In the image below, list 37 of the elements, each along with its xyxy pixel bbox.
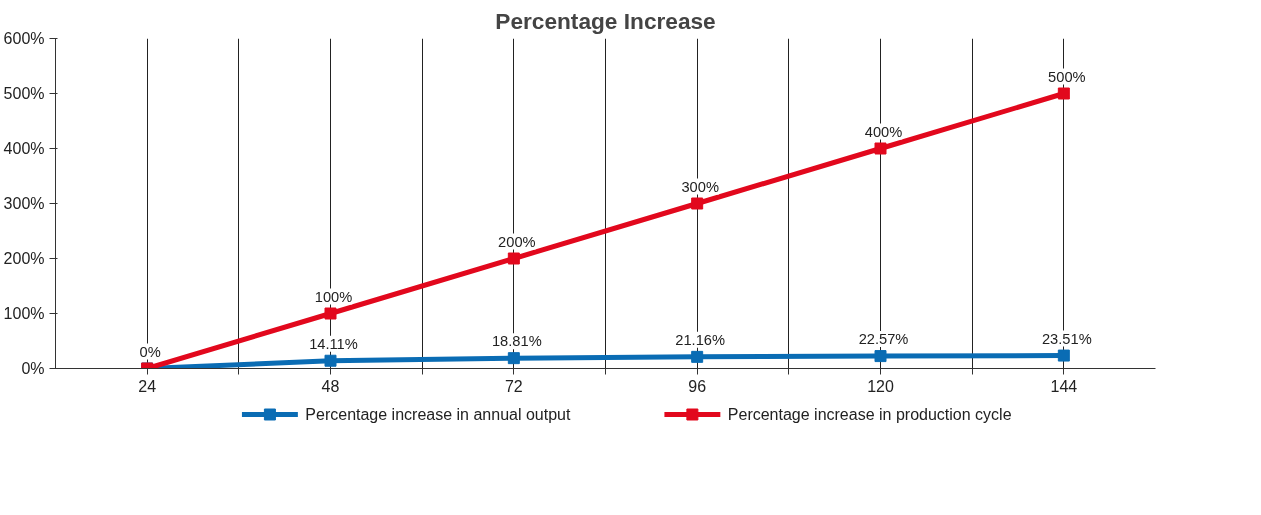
chart-title: Percentage Increase (495, 7, 716, 34)
x-tick-label: 24 (138, 377, 157, 395)
y-tick-label: 300% (3, 195, 45, 212)
point (324, 307, 337, 320)
data-label: 500% (1048, 68, 1086, 85)
x-tick-label: 144 (1050, 377, 1078, 395)
point (691, 350, 704, 363)
y-tick-label: 500% (3, 85, 45, 102)
point (1057, 87, 1070, 100)
legend-label: Percentage increase in production cycle (727, 406, 1012, 423)
data-label: 300% (681, 178, 719, 195)
data-label: 400% (864, 123, 903, 140)
x-tick-label: 72 (504, 377, 523, 395)
point (1057, 349, 1070, 362)
y-tick-label: 0% (21, 360, 45, 377)
y-tick-label: 600% (3, 30, 45, 47)
data-label: 200% (498, 233, 536, 250)
point (324, 354, 337, 367)
point (874, 142, 887, 155)
data-label: 22.57% (858, 331, 909, 348)
y-tick-label: 200% (3, 250, 45, 267)
legend-label: Percentage increase in annual output (305, 406, 571, 423)
data-label: 0% (139, 343, 161, 360)
point (507, 252, 520, 265)
x-tick-label: 96 (688, 377, 707, 395)
x-tick-label: 120 (867, 377, 894, 395)
data-label: 18.81% (491, 333, 542, 350)
data-label: 23.51% (1041, 330, 1092, 347)
y-tick-label: 100% (3, 305, 45, 322)
data-label: 14.11% (309, 335, 358, 352)
y-tick-label: 400% (3, 140, 45, 157)
x-tick-label: 48 (321, 377, 340, 395)
point (507, 352, 520, 365)
data-label: 100% (314, 288, 353, 305)
data-label: 21.16% (675, 331, 726, 348)
point (874, 350, 887, 363)
point (691, 197, 704, 210)
